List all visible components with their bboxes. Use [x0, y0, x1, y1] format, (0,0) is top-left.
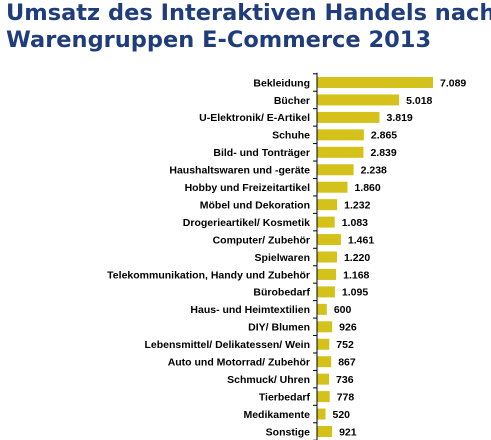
- chart-title: Umsatz des Interaktiven Handels nach War…: [6, 0, 491, 54]
- value-label: 736: [336, 374, 354, 386]
- bar: [317, 373, 330, 385]
- value-label: 921: [339, 426, 357, 438]
- value-label: 1.168: [343, 269, 369, 281]
- category-label: Haushaltswaren und -geräte: [169, 165, 310, 177]
- bar: [317, 77, 433, 88]
- chart-title-line-1: Umsatz des Interaktiven Handels nach: [6, 0, 491, 26]
- bar: [317, 303, 327, 315]
- category-label: Medikamente: [243, 409, 310, 421]
- value-label: 5.018: [406, 95, 432, 107]
- bar: [317, 94, 400, 106]
- category-label: U-Elektronik/ E-Artikel: [199, 112, 310, 124]
- value-label: 2.839: [370, 147, 396, 159]
- category-label: Auto und Motorrad/ Zubehör: [168, 357, 310, 369]
- value-label: 1.461: [348, 234, 374, 246]
- category-label: Bürobedarf: [253, 287, 310, 299]
- category-label: Drogerieartikel/ Kosmetik: [183, 217, 310, 229]
- category-label: Lebensmittel/ Delikatessen/ Wein: [144, 339, 310, 351]
- bar: [317, 338, 330, 350]
- bar: [317, 426, 333, 437]
- bar: [317, 111, 380, 123]
- category-label: Möbel und Dekoration: [200, 199, 310, 211]
- value-label: 1.220: [344, 252, 370, 264]
- value-label: 2.865: [371, 130, 397, 142]
- bar: [317, 129, 364, 141]
- bar: [317, 286, 335, 298]
- category-label: Schmuck/ Uhren: [227, 374, 310, 386]
- bar: [317, 234, 341, 246]
- category-label: Hobby und Freizeitartikel: [185, 182, 311, 194]
- value-label: 1.860: [354, 182, 380, 194]
- value-label: 778: [337, 391, 355, 403]
- category-label: Bücher: [274, 95, 310, 107]
- category-label: Tierbedarf: [259, 391, 311, 403]
- value-label: 2.238: [361, 165, 387, 177]
- category-label: DIY/ Blumen: [248, 322, 310, 334]
- value-label: 1.232: [344, 199, 370, 211]
- value-label: 926: [339, 322, 357, 334]
- bar: [317, 251, 337, 263]
- bar: [317, 408, 326, 420]
- value-label: 1.095: [342, 287, 368, 299]
- bar: [317, 356, 332, 368]
- value-label: 1.083: [342, 217, 368, 229]
- bar: [317, 268, 337, 280]
- category-label: Spielwaren: [255, 252, 310, 264]
- bar: [317, 216, 335, 228]
- value-label: 3.819: [386, 112, 412, 124]
- chart-title-line-2: Warengruppen E-Commerce 2013: [6, 27, 432, 53]
- category-label: Telekommunikation, Handy und Zubehör: [107, 269, 310, 281]
- value-label: 520: [333, 409, 351, 421]
- value-label: 867: [338, 357, 356, 369]
- bar: [317, 146, 364, 158]
- category-label: Bild- und Tonträger: [213, 147, 310, 159]
- bar: [317, 321, 333, 333]
- category-label: Computer/ Zubehör: [213, 234, 310, 246]
- value-label: 600: [334, 304, 352, 316]
- bar: [317, 181, 348, 193]
- bar: [317, 391, 330, 403]
- value-label: 752: [336, 339, 354, 351]
- bar: [317, 164, 354, 176]
- category-label: Schuhe: [272, 130, 310, 142]
- bar: [317, 199, 338, 211]
- category-label: Haus- und Heimtextilien: [190, 304, 310, 316]
- category-label: Sonstige: [266, 426, 310, 438]
- value-label: 7.089: [440, 77, 466, 89]
- category-label: Bekleidung: [253, 77, 310, 89]
